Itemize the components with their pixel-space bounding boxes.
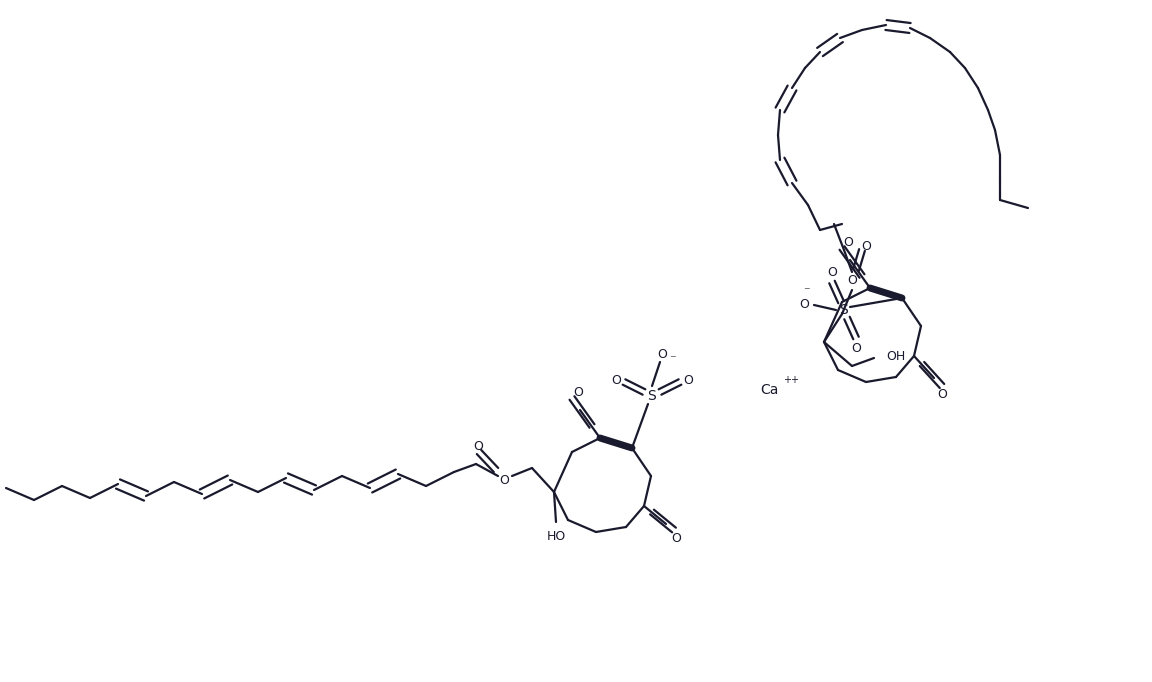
Text: ++: ++: [783, 375, 799, 385]
Text: ⁻: ⁻: [803, 286, 810, 299]
Text: O: O: [683, 374, 694, 387]
Text: S: S: [840, 303, 848, 317]
Text: O: O: [861, 239, 871, 252]
Text: ⁻: ⁻: [668, 353, 675, 366]
Text: HO: HO: [546, 529, 566, 542]
Text: Ca: Ca: [760, 383, 779, 397]
Text: O: O: [499, 473, 509, 486]
Text: O: O: [473, 439, 483, 452]
Text: O: O: [799, 297, 809, 310]
Text: O: O: [611, 374, 621, 387]
Text: O: O: [827, 265, 838, 278]
Text: O: O: [672, 531, 681, 544]
Text: OH: OH: [886, 349, 905, 363]
Text: O: O: [573, 385, 583, 398]
Text: O: O: [847, 273, 857, 286]
Text: S: S: [647, 389, 657, 403]
Text: O: O: [851, 342, 861, 355]
Text: O: O: [937, 387, 947, 400]
Text: O: O: [657, 348, 667, 361]
Text: O: O: [843, 235, 852, 248]
